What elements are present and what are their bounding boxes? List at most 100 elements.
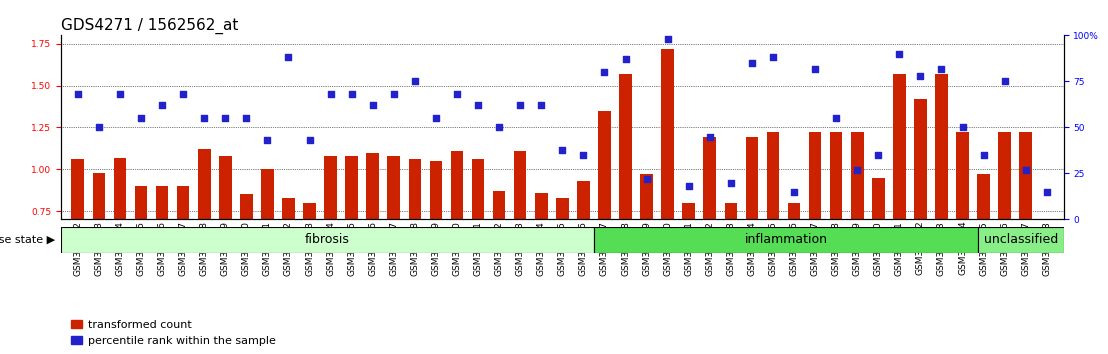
Point <box>722 180 740 185</box>
Legend: transformed count, percentile rank within the sample: transformed count, percentile rank withi… <box>66 315 280 350</box>
Bar <box>914 99 926 337</box>
Point <box>849 167 866 173</box>
Bar <box>346 156 358 337</box>
Point <box>933 66 951 72</box>
Text: disease state ▶: disease state ▶ <box>0 235 55 245</box>
Bar <box>556 198 568 337</box>
Bar <box>598 111 611 337</box>
Bar <box>746 137 758 337</box>
Point <box>870 152 888 158</box>
Bar <box>283 198 295 337</box>
Bar <box>851 132 863 337</box>
Point <box>321 91 339 97</box>
Bar <box>661 49 674 337</box>
Point <box>237 115 255 121</box>
Point <box>406 79 423 84</box>
Point <box>216 115 234 121</box>
Bar <box>619 74 632 337</box>
Bar <box>893 74 905 337</box>
Point <box>828 115 845 121</box>
Bar <box>261 169 274 337</box>
Point <box>659 36 677 42</box>
Bar <box>514 151 526 337</box>
Point <box>638 176 656 182</box>
Bar <box>114 158 126 337</box>
Bar <box>767 132 779 337</box>
Point <box>996 79 1014 84</box>
Point <box>300 137 318 143</box>
Bar <box>977 174 989 337</box>
Bar <box>640 174 653 337</box>
Bar <box>304 203 316 337</box>
Bar <box>788 203 800 337</box>
Point <box>258 137 276 143</box>
Bar <box>725 203 737 337</box>
Bar <box>325 156 337 337</box>
Point <box>279 55 297 60</box>
Point <box>743 60 761 66</box>
Point <box>954 125 972 130</box>
Point <box>469 103 486 108</box>
Bar <box>72 159 84 337</box>
Point <box>195 115 213 121</box>
Point <box>554 147 572 152</box>
Bar <box>388 156 400 337</box>
Point <box>342 91 360 97</box>
Bar <box>535 193 547 337</box>
Bar <box>430 161 442 337</box>
Bar <box>998 132 1010 337</box>
Bar <box>198 149 211 337</box>
Bar <box>451 151 463 337</box>
Point <box>69 91 86 97</box>
Bar <box>577 181 589 337</box>
Point <box>680 183 698 189</box>
Bar <box>240 194 253 337</box>
Point <box>617 57 635 62</box>
Bar <box>409 159 421 337</box>
Point <box>490 125 507 130</box>
Text: fibrosis: fibrosis <box>305 233 350 246</box>
Bar <box>1040 219 1053 337</box>
Point <box>807 66 824 72</box>
Point <box>975 152 993 158</box>
Bar <box>683 203 695 337</box>
Point <box>448 91 465 97</box>
Point <box>765 55 782 60</box>
Point <box>363 103 381 108</box>
Bar <box>935 74 947 337</box>
Bar <box>704 137 716 337</box>
Bar <box>809 132 821 337</box>
Bar <box>956 132 968 337</box>
Point <box>575 152 593 158</box>
Point <box>912 73 930 79</box>
Bar <box>472 159 484 337</box>
Point <box>891 51 909 57</box>
Bar <box>219 156 232 337</box>
Point <box>90 125 107 130</box>
Point <box>153 103 171 108</box>
Text: unclassified: unclassified <box>984 233 1058 246</box>
Bar <box>135 186 147 337</box>
Point <box>511 103 529 108</box>
Bar <box>830 132 842 337</box>
Bar <box>594 227 978 253</box>
Point <box>132 115 150 121</box>
Point <box>701 134 719 139</box>
Bar <box>1019 132 1032 337</box>
Bar <box>93 173 105 337</box>
Point <box>427 115 444 121</box>
Point <box>384 91 402 97</box>
Bar <box>872 178 884 337</box>
Point <box>174 91 192 97</box>
Point <box>596 69 614 75</box>
Text: inflammation: inflammation <box>745 233 828 246</box>
Point <box>532 103 550 108</box>
Bar <box>493 191 505 337</box>
Bar <box>156 186 168 337</box>
Point <box>1017 167 1035 173</box>
Point <box>1038 189 1056 195</box>
Bar <box>978 227 1064 253</box>
Point <box>786 189 803 195</box>
Bar <box>367 153 379 337</box>
Bar <box>61 227 594 253</box>
